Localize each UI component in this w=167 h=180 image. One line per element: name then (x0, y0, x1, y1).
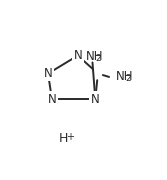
Text: NH: NH (86, 50, 103, 63)
Text: 2: 2 (95, 54, 101, 63)
Text: N: N (73, 49, 82, 62)
Text: N: N (44, 67, 52, 80)
Text: 2: 2 (125, 75, 131, 84)
Text: +: + (66, 132, 74, 142)
Text: H: H (59, 132, 68, 145)
Text: N: N (48, 93, 56, 106)
Text: NH: NH (116, 70, 133, 83)
Text: N: N (91, 93, 100, 106)
